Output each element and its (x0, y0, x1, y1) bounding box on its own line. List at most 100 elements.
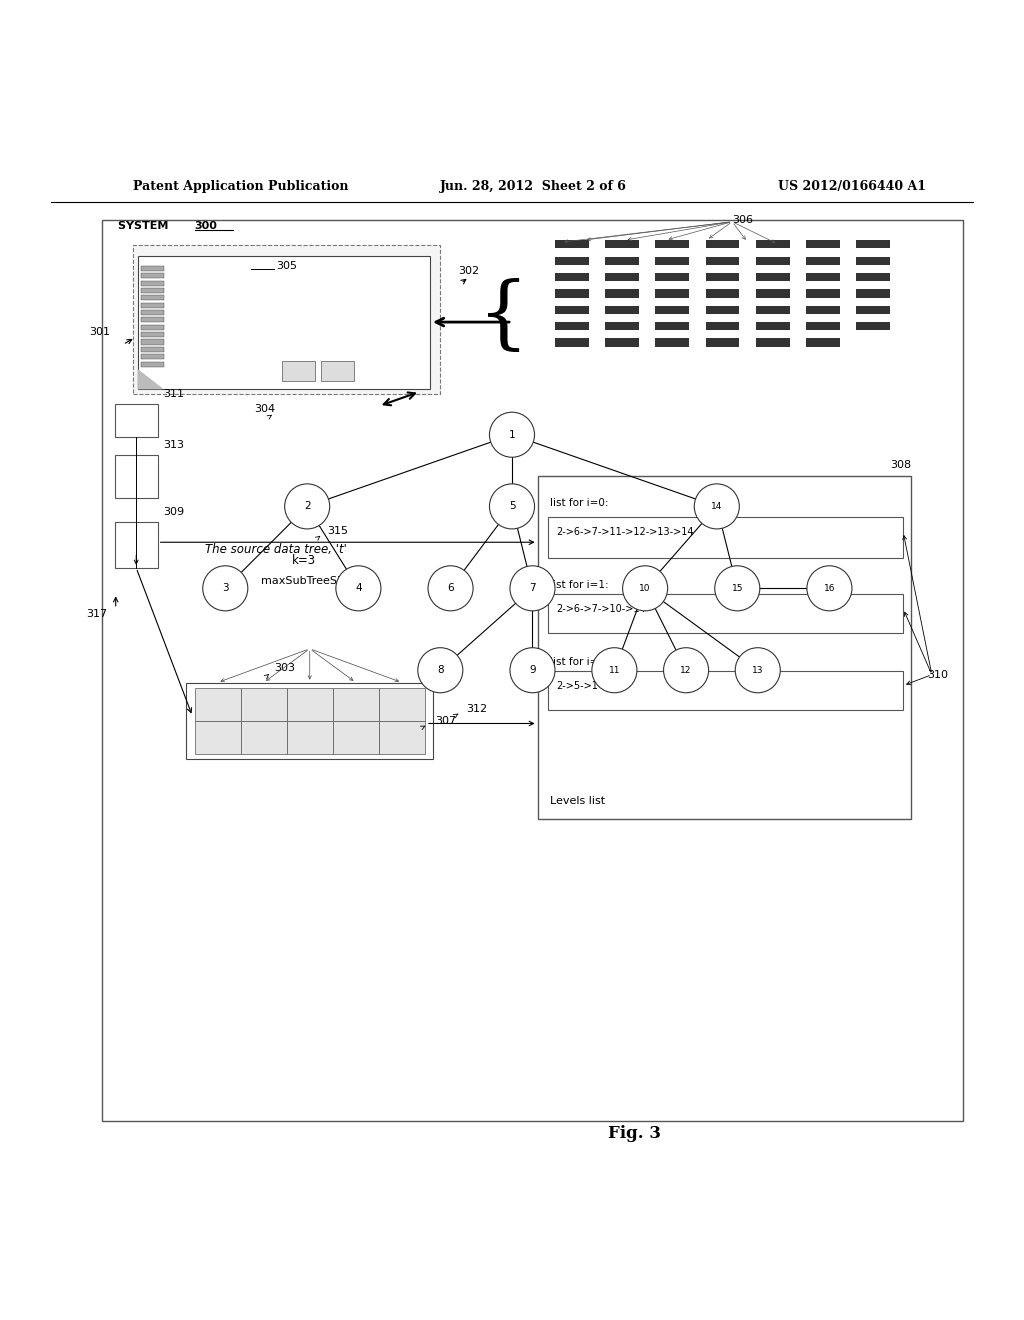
FancyBboxPatch shape (655, 306, 689, 314)
FancyBboxPatch shape (806, 273, 840, 281)
FancyBboxPatch shape (605, 256, 639, 265)
Text: 305: 305 (276, 261, 298, 271)
FancyBboxPatch shape (756, 240, 790, 248)
Text: 308: 308 (890, 459, 911, 470)
FancyBboxPatch shape (141, 296, 164, 301)
Text: list for i=1:: list for i=1: (550, 579, 608, 590)
Text: 2->6->7->10->14: 2->6->7->10->14 (556, 603, 646, 614)
FancyBboxPatch shape (333, 688, 379, 721)
FancyBboxPatch shape (538, 475, 911, 818)
Text: 13: 13 (752, 665, 764, 675)
FancyBboxPatch shape (655, 256, 689, 265)
Text: 2->5->14: 2->5->14 (556, 681, 604, 690)
FancyBboxPatch shape (605, 273, 639, 281)
Text: SYSTEM: SYSTEM (118, 220, 172, 231)
Text: 1: 1 (509, 430, 515, 440)
FancyBboxPatch shape (379, 721, 425, 754)
Text: 4: 4 (355, 583, 361, 593)
Text: 10: 10 (639, 583, 651, 593)
Text: 14: 14 (711, 502, 723, 511)
FancyBboxPatch shape (605, 289, 639, 297)
FancyBboxPatch shape (655, 240, 689, 248)
FancyBboxPatch shape (706, 256, 739, 265)
FancyBboxPatch shape (756, 306, 790, 314)
Text: 300: 300 (195, 220, 217, 231)
FancyBboxPatch shape (333, 721, 379, 754)
FancyBboxPatch shape (706, 322, 739, 330)
Circle shape (285, 484, 330, 529)
FancyBboxPatch shape (138, 256, 430, 388)
Circle shape (592, 648, 637, 693)
Text: 317: 317 (86, 609, 108, 619)
FancyBboxPatch shape (856, 256, 890, 265)
FancyBboxPatch shape (756, 338, 790, 347)
Text: 16: 16 (823, 583, 836, 593)
FancyBboxPatch shape (655, 322, 689, 330)
FancyBboxPatch shape (856, 273, 890, 281)
Text: 8: 8 (437, 665, 443, 676)
FancyBboxPatch shape (141, 273, 164, 279)
Circle shape (489, 412, 535, 457)
FancyBboxPatch shape (287, 688, 333, 721)
FancyBboxPatch shape (321, 360, 354, 381)
FancyBboxPatch shape (605, 322, 639, 330)
Text: k=3: k=3 (292, 554, 316, 568)
FancyBboxPatch shape (133, 246, 440, 393)
FancyBboxPatch shape (141, 325, 164, 330)
Text: 5: 5 (509, 502, 515, 511)
Text: 12: 12 (680, 665, 692, 675)
Text: 7: 7 (529, 583, 536, 593)
Text: 302: 302 (458, 265, 479, 276)
FancyBboxPatch shape (141, 362, 164, 367)
Circle shape (735, 648, 780, 693)
Text: 2: 2 (304, 502, 310, 511)
Text: 2->6->7->11->12->13->14: 2->6->7->11->12->13->14 (556, 527, 693, 537)
FancyBboxPatch shape (706, 338, 739, 347)
Text: 311: 311 (163, 389, 184, 399)
Circle shape (418, 648, 463, 693)
FancyBboxPatch shape (856, 289, 890, 297)
FancyBboxPatch shape (555, 240, 589, 248)
Circle shape (203, 566, 248, 611)
FancyBboxPatch shape (655, 273, 689, 281)
Text: 313: 313 (163, 440, 184, 450)
FancyBboxPatch shape (605, 338, 639, 347)
FancyBboxPatch shape (141, 339, 164, 345)
Text: {: { (478, 279, 529, 356)
FancyBboxPatch shape (379, 688, 425, 721)
FancyBboxPatch shape (756, 322, 790, 330)
Text: 304: 304 (254, 404, 275, 414)
Circle shape (623, 566, 668, 611)
FancyBboxPatch shape (241, 688, 287, 721)
FancyBboxPatch shape (287, 721, 333, 754)
FancyBboxPatch shape (706, 306, 739, 314)
Circle shape (336, 566, 381, 611)
Text: maxSubTreeSize = 9: maxSubTreeSize = 9 (261, 576, 377, 586)
FancyBboxPatch shape (141, 310, 164, 315)
FancyBboxPatch shape (756, 289, 790, 297)
FancyBboxPatch shape (141, 265, 164, 271)
Text: Jun. 28, 2012  Sheet 2 of 6: Jun. 28, 2012 Sheet 2 of 6 (440, 181, 627, 194)
Circle shape (510, 648, 555, 693)
Text: 301: 301 (89, 327, 111, 338)
FancyBboxPatch shape (555, 306, 589, 314)
FancyBboxPatch shape (555, 273, 589, 281)
FancyBboxPatch shape (806, 289, 840, 297)
Text: Levels list: Levels list (550, 796, 605, 807)
FancyBboxPatch shape (706, 289, 739, 297)
FancyBboxPatch shape (141, 281, 164, 285)
Text: 306: 306 (732, 215, 754, 224)
FancyBboxPatch shape (806, 338, 840, 347)
FancyBboxPatch shape (141, 317, 164, 322)
Text: list for i=0:: list for i=0: (550, 498, 608, 508)
FancyBboxPatch shape (756, 256, 790, 265)
FancyBboxPatch shape (806, 306, 840, 314)
FancyBboxPatch shape (655, 289, 689, 297)
FancyBboxPatch shape (548, 594, 903, 634)
FancyBboxPatch shape (655, 338, 689, 347)
Circle shape (664, 648, 709, 693)
Text: 315: 315 (328, 525, 349, 536)
Text: 309: 309 (163, 507, 184, 516)
Circle shape (715, 566, 760, 611)
Polygon shape (138, 370, 162, 388)
